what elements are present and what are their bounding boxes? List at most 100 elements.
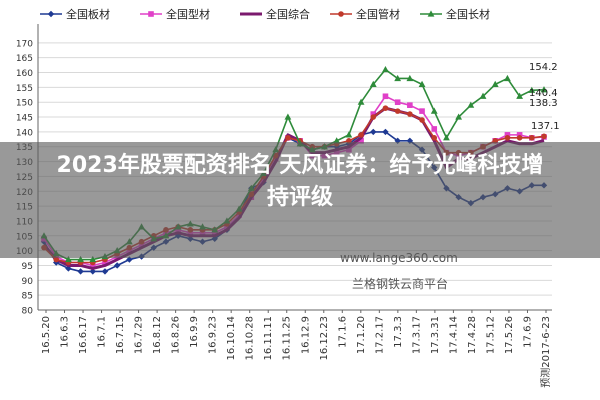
x-tick-label: 17.4.28	[467, 316, 478, 354]
y-tick-label: 150	[16, 99, 33, 109]
data-point	[345, 131, 353, 138]
legend-item: 全国综合	[240, 7, 310, 21]
data-point	[358, 132, 364, 138]
data-point	[541, 133, 547, 140]
data-point	[284, 113, 292, 120]
legend-label: 全国长材	[446, 7, 490, 21]
data-point	[418, 80, 426, 87]
data-point	[370, 128, 377, 136]
y-tick-label: 85	[22, 292, 33, 302]
y-tick-label: 165	[16, 54, 33, 64]
data-point	[467, 101, 475, 108]
data-point	[89, 255, 97, 263]
y-tick-label: 80	[22, 307, 34, 317]
x-tick-label: 16.7.1	[97, 316, 108, 348]
data-point	[430, 107, 438, 114]
data-point	[540, 86, 548, 93]
data-point	[101, 268, 109, 275]
data-point	[148, 11, 154, 17]
data-point	[516, 135, 523, 141]
x-tick-label: 16.5.20	[41, 316, 52, 354]
x-tick-label: 17.6.9	[522, 316, 533, 348]
data-point	[431, 135, 438, 141]
data-point	[394, 108, 401, 114]
data-point	[89, 262, 96, 269]
x-tick-label: 16.7.29	[134, 316, 145, 354]
data-point	[77, 255, 84, 263]
x-tick-label: 16.9.23	[208, 316, 219, 354]
data-point	[394, 99, 401, 106]
data-point	[77, 268, 84, 275]
legend-label: 全国综合	[266, 7, 310, 21]
x-tick-label: 16.7.15	[115, 316, 126, 354]
data-point	[53, 256, 59, 263]
data-point	[357, 98, 365, 105]
data-point	[406, 74, 414, 82]
x-tick-label: 16.9.9	[189, 316, 200, 348]
x-tick-label: 17.5.26	[504, 316, 515, 354]
data-point	[407, 102, 413, 108]
data-point	[358, 138, 364, 144]
end-value-label: 154.2	[529, 62, 558, 73]
y-tick-label: 145	[16, 114, 33, 124]
x-tick-label: 17.4.14	[448, 316, 459, 354]
headline-overlay-band	[0, 142, 600, 258]
data-point	[333, 137, 341, 144]
x-tick-label: 16.6.17	[78, 316, 89, 354]
legend-label: 全国板材	[66, 7, 110, 21]
legend: 全国板材 全国型材 全国综合 全国管材 全国长材	[40, 7, 490, 21]
legend-label: 全国管材	[356, 7, 400, 21]
data-point	[443, 134, 450, 141]
data-point	[504, 74, 511, 82]
data-point	[504, 135, 511, 141]
y-tick-label: 160	[16, 69, 33, 79]
legend-item: 全国型材	[140, 7, 210, 21]
x-tick-label: 16.10.14	[226, 316, 237, 361]
y-tick-label: 170	[16, 39, 33, 49]
data-point	[419, 117, 425, 123]
data-point	[47, 10, 55, 18]
data-point	[382, 128, 389, 136]
x-tick-label: 16.8.26	[171, 316, 182, 354]
data-point	[504, 132, 511, 138]
data-point	[382, 65, 389, 73]
x-tick-label: 预测2017-6-23	[539, 316, 552, 388]
data-point	[89, 268, 96, 275]
end-value-label: 137.1	[531, 121, 560, 132]
x-tick-label: 16.6.3	[60, 316, 71, 348]
legend-item: 全国管材	[330, 7, 400, 21]
data-point	[285, 135, 291, 141]
x-tick-label: 16.11.11	[263, 316, 274, 361]
data-point	[516, 132, 523, 138]
data-point	[338, 11, 344, 17]
y-tick-label: 140	[16, 128, 33, 138]
data-point	[394, 74, 402, 82]
legend-item: 全国板材	[40, 7, 110, 21]
data-point	[431, 126, 438, 132]
data-point	[528, 86, 536, 93]
data-point	[516, 92, 524, 99]
data-point	[382, 93, 389, 100]
x-tick-label: 17.1.6	[337, 316, 348, 348]
y-tick-label: 155	[16, 84, 33, 94]
data-point	[479, 92, 487, 99]
end-value-label: 140.4	[529, 88, 558, 99]
data-point	[369, 80, 377, 87]
x-tick-label: 17.3.17	[411, 316, 422, 354]
data-point	[113, 262, 121, 269]
data-point	[455, 113, 463, 120]
data-point	[419, 108, 425, 114]
data-point	[491, 80, 499, 87]
y-tick-label: 95	[22, 262, 33, 272]
data-point	[382, 105, 389, 111]
data-point	[64, 255, 72, 263]
legend-label: 全国型材	[166, 7, 210, 21]
legend-item: 全国长材	[420, 7, 490, 21]
headline-overlay: 2023年股票配资排名 天风证券：给予光峰科技增 持评级	[0, 150, 600, 214]
data-point	[102, 259, 108, 266]
headline-line-2: 持评级	[266, 185, 333, 210]
x-tick-label: 16.11.25	[282, 316, 293, 361]
watermark-platform: 兰格钢铁云商平台	[352, 277, 449, 291]
end-value-label: 138.3	[529, 98, 558, 109]
